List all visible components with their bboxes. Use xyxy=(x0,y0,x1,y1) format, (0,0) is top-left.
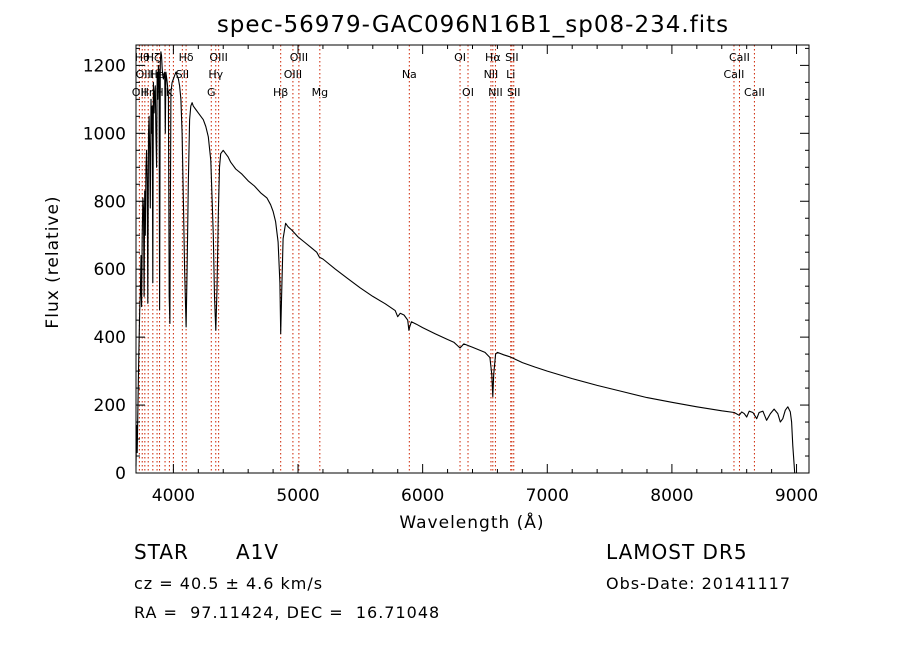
redshift-velocity: cz = 40.5 ± 4.6 km/s xyxy=(134,574,324,593)
y-tick-label: 200 xyxy=(94,396,126,416)
spectrum-series xyxy=(135,51,796,474)
y-tick-label: 800 xyxy=(94,192,126,212)
line-marker-label: Hδ xyxy=(179,51,194,64)
coordinates: RA = 97.11424, DEC = 16.71048 xyxy=(134,603,441,622)
y-tick-label: 1000 xyxy=(83,124,126,144)
catalog-name: LAMOST DR5 xyxy=(606,540,748,564)
observation-date: Obs-Date: 20141117 xyxy=(606,574,792,593)
object-subclass: A1V xyxy=(236,540,280,564)
y-tick-label: 0 xyxy=(115,464,126,484)
x-tick-label: 9000 xyxy=(775,486,818,506)
x-tick-label: 8000 xyxy=(650,486,693,506)
line-marker-label: Hγ xyxy=(208,68,223,81)
y-tick-label: 1200 xyxy=(83,56,126,76)
line-marker-label: Hα xyxy=(485,51,501,64)
line-marker-label: CaII xyxy=(744,86,765,99)
line-marker-label: K xyxy=(166,86,174,99)
line-marker-label: NII xyxy=(484,68,499,81)
y-axis-label: Flux (relative) xyxy=(43,195,63,328)
chart-title: spec-56979-GAC096N16B1_sp08-234.fits xyxy=(217,12,729,38)
line-marker-label: OI xyxy=(462,86,474,99)
line-markers xyxy=(138,45,755,473)
line-marker-label: SII xyxy=(507,86,520,99)
line-marker-label: Hζ xyxy=(146,51,160,64)
x-tick-label: 7000 xyxy=(526,486,569,506)
line-marker-label: OI xyxy=(454,51,466,64)
line-marker-label: SII xyxy=(505,51,518,64)
y-axis: 0 200 400 600 800 1000 1200 xyxy=(83,47,809,484)
line-marker-label: CaII xyxy=(724,68,745,81)
line-marker-label: SII xyxy=(176,68,189,81)
x-tick-label: 5000 xyxy=(276,486,319,506)
line-marker-label: Hβ xyxy=(273,86,288,99)
line-marker-label: CaII xyxy=(729,51,750,64)
x-axis-label: Wavelength (Å) xyxy=(399,511,544,533)
line-marker-label: OIII xyxy=(284,68,302,81)
line-marker-label: G xyxy=(207,86,216,99)
line-marker-label: NII xyxy=(488,86,503,99)
line-marker-label: Mg xyxy=(312,86,328,99)
x-axis: 4000 5000 6000 7000 8000 9000 xyxy=(152,45,818,506)
spectrum-line xyxy=(135,51,796,474)
line-marker-label: Hη xyxy=(141,86,156,99)
line-marker-label: OIII xyxy=(209,51,227,64)
line-marker-label: Li xyxy=(506,68,515,81)
x-tick-label: 6000 xyxy=(401,486,444,506)
y-tick-label: 400 xyxy=(94,328,126,348)
line-marker-label: Hθ xyxy=(135,51,150,64)
line-marker-label: OIII xyxy=(290,51,308,64)
object-class: STAR xyxy=(134,540,189,564)
line-marker-label: OIII xyxy=(136,68,154,81)
y-tick-label: 600 xyxy=(94,260,126,280)
line-marker-label: Na xyxy=(402,68,417,81)
x-tick-label: 4000 xyxy=(152,486,195,506)
